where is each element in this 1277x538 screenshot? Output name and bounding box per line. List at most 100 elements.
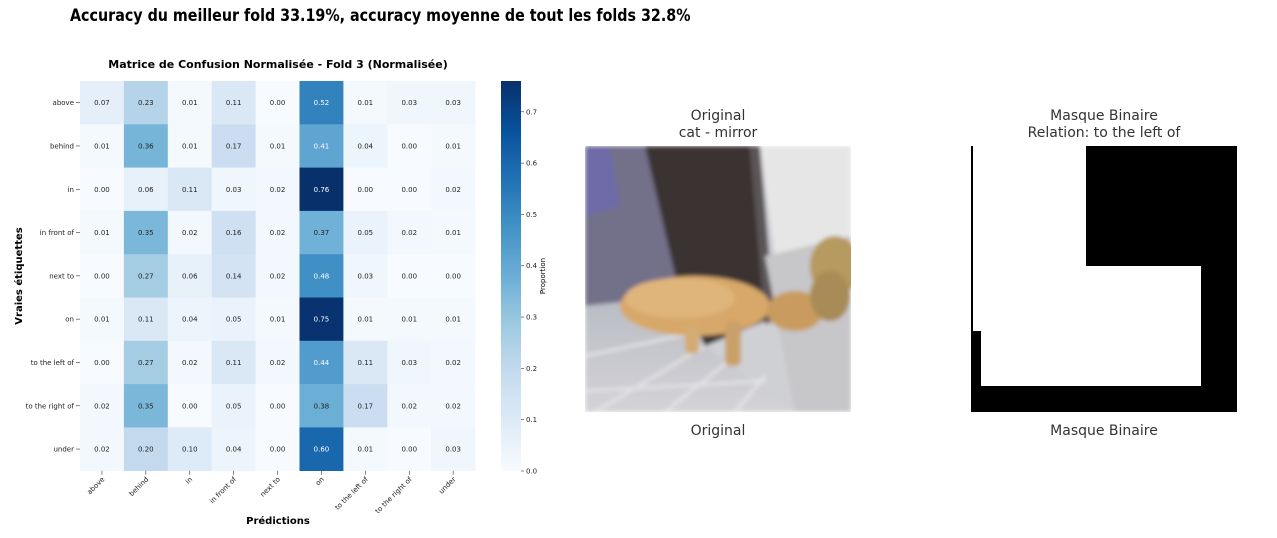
cell-value-label: 0.03 — [401, 99, 417, 107]
cell-value-label: 0.76 — [314, 186, 330, 194]
cell-value-label: 0.01 — [94, 229, 110, 237]
row-tick-label: next to — [49, 272, 74, 280]
cell-value-label: 0.00 — [94, 186, 110, 194]
heatmap-cell — [123, 81, 169, 125]
cell-value-label: 0.02 — [270, 272, 286, 280]
cell-value-label: 0.02 — [445, 402, 461, 410]
col-tick-label: to the right of — [374, 475, 414, 515]
heatmap-cell — [167, 427, 212, 471]
heatmap-cell — [167, 297, 212, 342]
cell-value-label: 0.04 — [226, 446, 242, 454]
heatmap-cell — [167, 81, 212, 125]
x-axis-label: Prédictions — [246, 515, 310, 527]
confusion-matrix-chart: Matrice de Confusion Normalisée - Fold 3… — [13, 58, 547, 527]
cell-value-label: 0.02 — [445, 359, 461, 367]
cell-value-label: 0.01 — [445, 229, 461, 237]
heatmap-cells — [80, 81, 476, 471]
cell-value-label: 0.11 — [226, 99, 242, 107]
heatmap-cell — [343, 167, 388, 212]
cell-value-label: 0.14 — [226, 272, 242, 280]
cell-value-label: 0.17 — [226, 142, 242, 150]
heatmap-cell — [167, 340, 212, 385]
heatmap-cell — [343, 427, 388, 471]
heatmap-cell — [255, 340, 300, 385]
cell-value-label: 0.00 — [270, 446, 286, 454]
heatmap-cell — [123, 297, 169, 342]
cell-value-label: 0.02 — [401, 229, 417, 237]
col-tick-label: under — [437, 475, 457, 495]
heatmap-cell — [299, 340, 344, 385]
cell-value-label: 0.11 — [138, 316, 154, 324]
heatmap-cell — [387, 210, 432, 255]
row-tick-label: on — [65, 316, 74, 324]
heatmap-cell — [123, 124, 169, 168]
heatmap-cell — [387, 297, 432, 342]
colorbar-ticks: 0.0 0.1 0.2 0.3 0.4 0.5 0.6 0.7 — [521, 108, 538, 476]
cell-value-label: 0.05 — [226, 402, 242, 410]
cell-value-label: 0.01 — [401, 316, 417, 324]
cell-value-label: 0.01 — [270, 316, 286, 324]
cell-value-label: 0.35 — [138, 402, 154, 410]
colorbar-tick-label: 0.2 — [526, 365, 537, 373]
heatmap-cell — [80, 340, 125, 385]
cell-value-label: 0.01 — [358, 316, 374, 324]
cell-value-label: 0.02 — [182, 359, 198, 367]
mask-panel-title: Masque Binaire Relation: to the left of — [954, 108, 1254, 142]
heatmap-cell — [255, 384, 300, 428]
cell-value-label: 0.00 — [401, 142, 417, 150]
heatmap-cell — [255, 254, 300, 298]
cell-value-label: 0.06 — [138, 186, 154, 194]
cell-value-label: 0.05 — [226, 316, 242, 324]
cell-value-label: 0.52 — [314, 99, 330, 107]
colorbar-label: Proportion — [539, 258, 547, 294]
chart-title: Matrice de Confusion Normalisée - Fold 3… — [108, 58, 447, 71]
heatmap-cell — [431, 384, 476, 428]
cell-value-label: 0.06 — [182, 272, 198, 280]
heatmap-cell — [167, 167, 212, 212]
cell-value-label: 0.00 — [270, 402, 286, 410]
cell-value-label: 0.03 — [226, 186, 242, 194]
cell-value-label: 0.05 — [358, 229, 374, 237]
mask-title-line1: Masque Binaire — [1050, 108, 1158, 124]
heatmap-cell — [387, 384, 432, 428]
colorbar-tick-label: 0.6 — [526, 160, 538, 168]
cell-value-label: 0.00 — [401, 446, 417, 454]
heatmap-cell — [255, 81, 300, 125]
heatmap-cell — [80, 297, 125, 342]
cell-value-label: 0.11 — [226, 359, 242, 367]
cell-value-label: 0.10 — [182, 446, 198, 454]
heatmap-cell — [343, 384, 388, 428]
cell-value-label: 0.04 — [182, 316, 198, 324]
heatmap-cell — [431, 124, 476, 168]
row-labels: above behind in in front of next to on to the … — [26, 99, 80, 454]
cell-value-label: 0.00 — [401, 272, 417, 280]
heatmap-cell — [387, 427, 432, 471]
heatmap-cell — [255, 124, 300, 168]
cell-value-label: 0.37 — [314, 229, 330, 237]
cell-value-label: 0.20 — [138, 446, 154, 454]
col-tick-label: in front of — [208, 475, 238, 505]
heatmap-cell — [123, 427, 169, 471]
heatmap-cell — [343, 297, 388, 342]
cell-value-label: 0.75 — [314, 316, 330, 324]
original-cat-image — [584, 146, 860, 414]
heatmap-cell — [255, 427, 300, 471]
cell-value-label: 0.02 — [445, 186, 461, 194]
heatmap-cell — [211, 167, 256, 212]
cell-value-label: 0.11 — [358, 359, 374, 367]
heatmap-cell — [299, 167, 344, 212]
heatmap-cell-labels: 0.07 0.23 0.01 0.11 0.00 0.52 0.01 0.03 0.03 0.01… — [94, 99, 461, 453]
heatmap-cell — [80, 81, 125, 125]
cell-value-label: 0.00 — [94, 272, 110, 280]
heatmap-cell — [255, 210, 300, 255]
cell-value-label: 0.04 — [358, 142, 374, 150]
col-tick-label: next to — [259, 475, 282, 498]
colorbar-tick-label: 0.0 — [526, 468, 537, 476]
cell-value-label: 0.17 — [358, 402, 374, 410]
heatmap-cell — [167, 254, 212, 298]
heatmap-cell — [431, 427, 476, 471]
cell-value-label: 0.07 — [94, 99, 110, 107]
cell-value-label: 0.03 — [401, 359, 417, 367]
row-tick-label: in front of — [40, 229, 75, 237]
row-tick-label: to the right of — [26, 402, 75, 410]
